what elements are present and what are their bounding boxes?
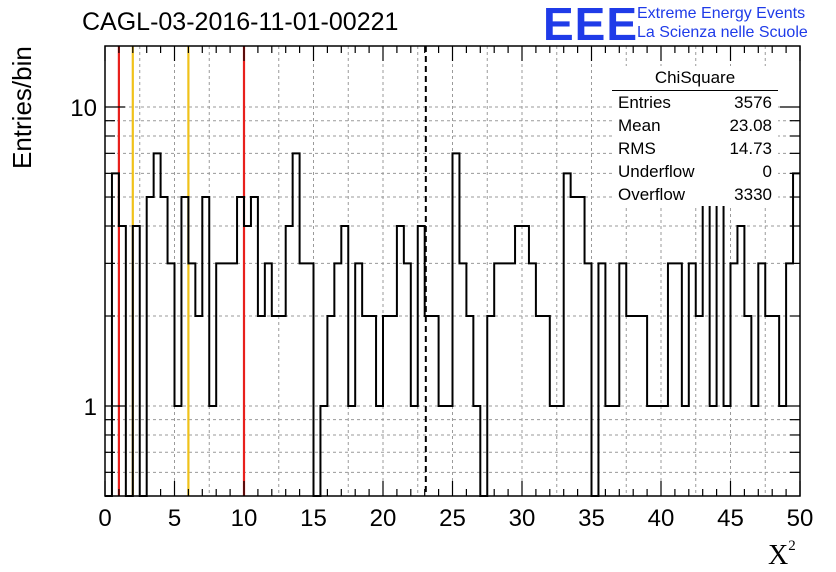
x-tick-label: 0	[98, 505, 111, 532]
chart-title: CAGL-03-2016-11-01-00221	[82, 8, 399, 36]
x-tick-label: 25	[439, 505, 466, 532]
axis-ticks	[104, 46, 801, 496]
reference-lines	[117, 46, 427, 496]
stats-row-rms: RMS 14.73	[612, 137, 778, 160]
eee-logo-text: Extreme Energy Events La Scienza nelle S…	[637, 4, 808, 42]
logo-line-2: La Scienza nelle Scuole	[637, 24, 808, 41]
stats-label: RMS	[618, 139, 656, 158]
stats-row-mean: Mean 23.08	[612, 114, 778, 137]
stats-row-entries: Entries 3576	[612, 91, 778, 114]
stats-label: Entries	[618, 93, 671, 112]
histogram-outline	[105, 119, 800, 497]
x-tick-label: 30	[509, 505, 536, 532]
stats-box: ChiSquare Entries 3576 Mean 23.08 RMS 14.73…	[612, 66, 778, 206]
x-axis-label-base: X	[768, 540, 789, 571]
x-tick-label: 5	[168, 505, 181, 532]
stats-label: Underflow	[618, 162, 695, 181]
x-tick-label: 50	[787, 505, 814, 532]
stats-value: 23.08	[729, 116, 772, 135]
x-tick-label: 20	[370, 505, 397, 532]
x-axis-label: X2	[768, 538, 796, 572]
eee-logo: EEE	[543, 0, 639, 50]
stats-title: ChiSquare	[612, 66, 778, 91]
x-tick-label: 10	[231, 505, 258, 532]
stats-value: 14.73	[729, 139, 772, 158]
y-tick-label: 1	[84, 394, 97, 421]
y-tick-label: 10	[70, 95, 97, 122]
stats-label: Mean	[618, 116, 661, 135]
logo-line-1: Extreme Energy Events	[637, 5, 806, 22]
x-tick-label: 40	[648, 505, 675, 532]
y-axis-label: Entries/bin	[7, 46, 37, 169]
stats-value: 3330	[734, 185, 772, 204]
axis-tick-labels: 0 5 10 15 20 25 30 35 40 45 50 1 10	[70, 95, 813, 532]
x-axis-label-sup: 2	[788, 538, 796, 554]
x-tick-label: 45	[717, 505, 744, 532]
stats-row-underflow: Underflow 0	[612, 160, 778, 183]
x-tick-label: 15	[300, 505, 327, 532]
stats-row-overflow: Overflow 3330	[612, 183, 778, 206]
stats-value: 0	[762, 162, 772, 181]
stats-label: Overflow	[618, 185, 686, 204]
stats-value: 3576	[734, 93, 772, 112]
x-tick-label: 35	[578, 505, 605, 532]
